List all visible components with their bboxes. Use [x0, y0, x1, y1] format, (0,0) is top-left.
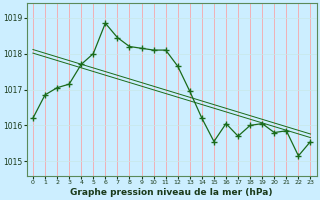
X-axis label: Graphe pression niveau de la mer (hPa): Graphe pression niveau de la mer (hPa) — [70, 188, 273, 197]
